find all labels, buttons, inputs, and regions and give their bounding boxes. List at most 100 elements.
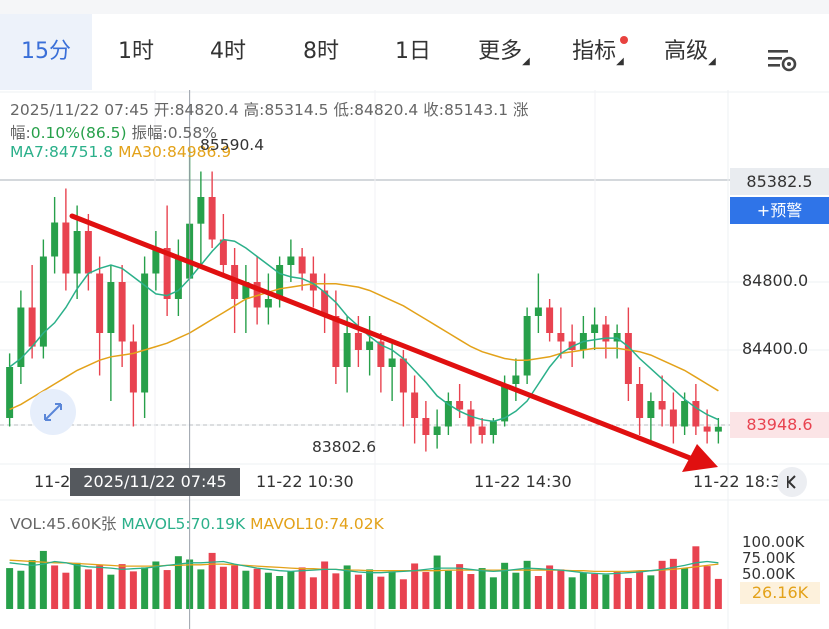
candle-body [118,282,126,342]
candle-body [309,273,317,291]
add-alert-button[interactable]: +预警 [730,197,829,224]
candle-body [681,401,689,427]
crosshair-price-tag: 85382.5 [730,168,829,195]
vol-tick-label: 75.00K [742,549,795,567]
volume-bar [523,560,531,609]
scroll-to-latest-button[interactable] [777,467,807,497]
candle-body [647,401,655,418]
volume-bar [703,566,711,609]
volume-bar [298,567,306,609]
volume-bar [321,561,329,609]
tab-4h[interactable]: 4时 [210,39,246,64]
volume-bar [163,570,171,609]
crosshair-time-tag: 2025/11/22 07:45 [70,468,240,496]
candle-body [332,316,340,367]
volume-bar [354,574,362,609]
volume-bar [141,567,149,609]
candle-body [287,256,295,265]
volume-bar [39,550,47,609]
volume-bar [129,571,137,609]
candle-body [456,401,464,410]
volume-bar [411,563,419,609]
volume-bar [534,576,542,609]
candle-body [141,273,149,393]
volume-bar [433,555,441,609]
volume-bar [591,574,599,609]
ma-legend: MA7:84751.8 MA30:84986.9 [10,143,231,161]
volume-legend: VOL:45.60K张 MAVOL5:70.19K MAVOL10:74.02K [10,512,384,534]
volume-bar [681,568,689,609]
candle-body [478,426,486,435]
y-tick-label: 84400.0 [742,339,809,358]
tab-advanced[interactable]: 高级◢ [664,39,716,67]
expand-chart-button[interactable] [30,389,76,435]
tab-more[interactable]: 更多◢ [478,39,530,67]
volume-last-tag: 26.16K [740,582,820,604]
candle-body [636,384,644,418]
status-strip [0,0,829,14]
volume-bar [467,574,475,609]
dropdown-corner-icon: ◢ [522,56,530,67]
volume-bar [152,561,160,609]
candle-body [321,290,329,316]
candle-body [658,401,666,410]
mavol5-line [9,560,719,575]
change-value: 0.10%(86.5) [30,124,127,142]
vol-tick-label: 100.00K [742,533,805,551]
trend-arrow-head [682,444,718,472]
candle-body [377,341,385,367]
chevron-left-icon [787,475,796,489]
volume-bar [557,569,565,609]
volume-bar [276,576,284,609]
candle-body [298,256,306,274]
volume-bar [658,560,666,609]
candle-body [107,282,115,333]
volume-bar [456,564,464,609]
candle-body [129,341,137,393]
volume-ma-lines-layer [9,559,719,575]
volume-bar [287,571,295,609]
volume-bar [444,570,452,609]
volume-bar [377,576,385,609]
volume-bar [669,558,677,609]
candle-body [602,324,610,342]
volume-bar [366,569,374,609]
ma30-value: MA30:84986.9 [118,143,232,161]
volume-bar [388,571,396,609]
x-tick-label: 11-22 10:30 [256,472,354,491]
trend-arrow-shaft [69,213,693,461]
volume-bar [332,573,340,609]
tab-15m[interactable]: 15分 [0,14,92,90]
tab-1d[interactable]: 1日 [395,39,431,64]
candle-body [591,324,599,333]
candle-body [714,426,722,432]
tab-indicators[interactable]: 指标◢ [572,39,624,67]
candle-body [411,392,419,418]
low-marker: 83802.6 [312,438,377,456]
candle-body [174,256,182,299]
chart-canvas[interactable] [0,90,829,629]
volume-bar [422,572,430,609]
dropdown-corner-icon: ◢ [616,56,624,67]
candle-body [62,222,70,274]
tab-8h[interactable]: 8时 [303,39,339,64]
tab-1h[interactable]: 1时 [118,39,154,64]
candle-body [624,333,632,384]
candle-body [28,307,36,347]
volume-bar [647,575,655,609]
candle-body [489,421,497,435]
vol-value: VOL:45.60K张 [10,515,117,533]
candle-body [399,358,407,393]
candle-body [276,265,284,299]
volume-bar [714,578,722,609]
candle-body [523,316,531,376]
candle-body [197,197,205,224]
volume-bar [343,565,351,609]
mavol10-line [9,559,719,573]
volume-bar [51,565,59,609]
x-tick-label: 11-2 [34,472,71,491]
high-marker: 85590.4 [200,136,265,154]
volume-bar [501,562,509,609]
candle-body [366,341,374,350]
chart-settings-icon[interactable] [766,44,798,74]
